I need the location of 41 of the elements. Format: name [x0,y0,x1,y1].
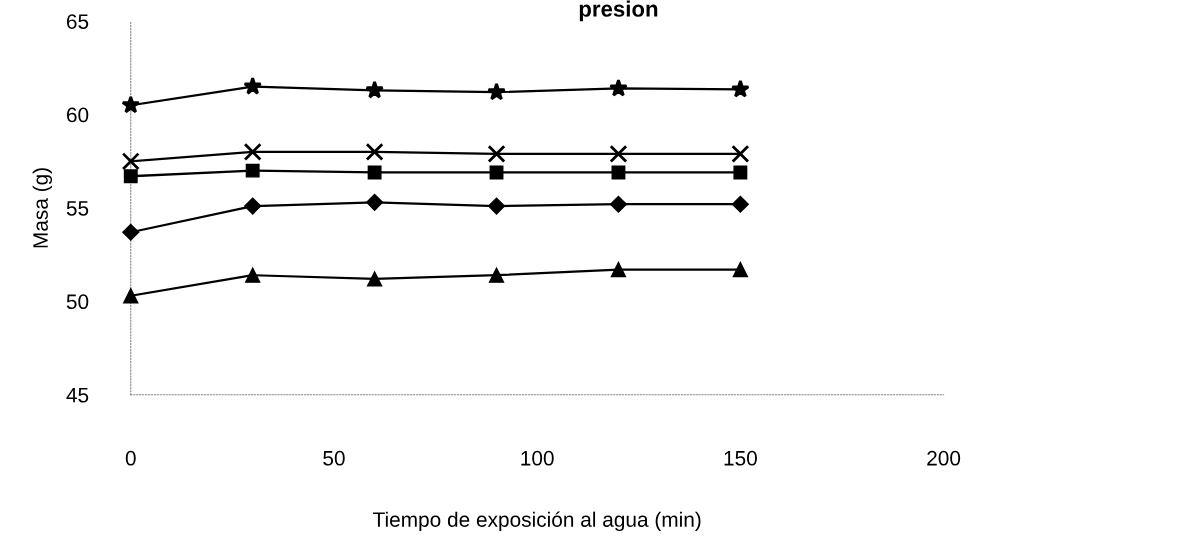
y-tick-label: 65 [66,14,89,29]
point [732,261,749,278]
point [245,163,260,178]
point [731,195,749,213]
point [121,152,140,171]
point [609,78,628,97]
point [731,144,750,163]
x-tick-label: 100 [521,450,554,466]
point [487,82,506,101]
point [243,76,262,95]
x-tick-label: 200 [927,450,961,466]
point [488,267,505,283]
y-tick-label: 60 [66,107,89,123]
point [367,165,382,180]
point [123,169,138,184]
point [731,79,750,98]
point [609,195,628,213]
x-axis-title: Tiempo de exposición al agua (min) [373,511,701,532]
x-tick-label: 150 [724,450,757,466]
point [243,142,262,161]
point [244,197,262,215]
x-tick-label: 50 [323,450,345,466]
chart-title: presion [579,0,658,22]
point [122,223,140,241]
y-tick-label: 50 [66,294,89,310]
y-tick-label: 55 [66,201,89,216]
point [610,261,627,278]
point [366,271,383,287]
x-tick-label: 0 [125,450,136,466]
point [245,267,261,283]
point [123,288,139,304]
point [121,95,141,114]
point [609,144,628,163]
point [487,144,506,163]
point [365,142,384,161]
y-tick-label: 45 [66,387,89,403]
point [365,80,384,99]
point [733,165,748,180]
point [366,193,384,211]
point [487,197,506,215]
y-axis-title: Masa (g) [32,168,53,248]
